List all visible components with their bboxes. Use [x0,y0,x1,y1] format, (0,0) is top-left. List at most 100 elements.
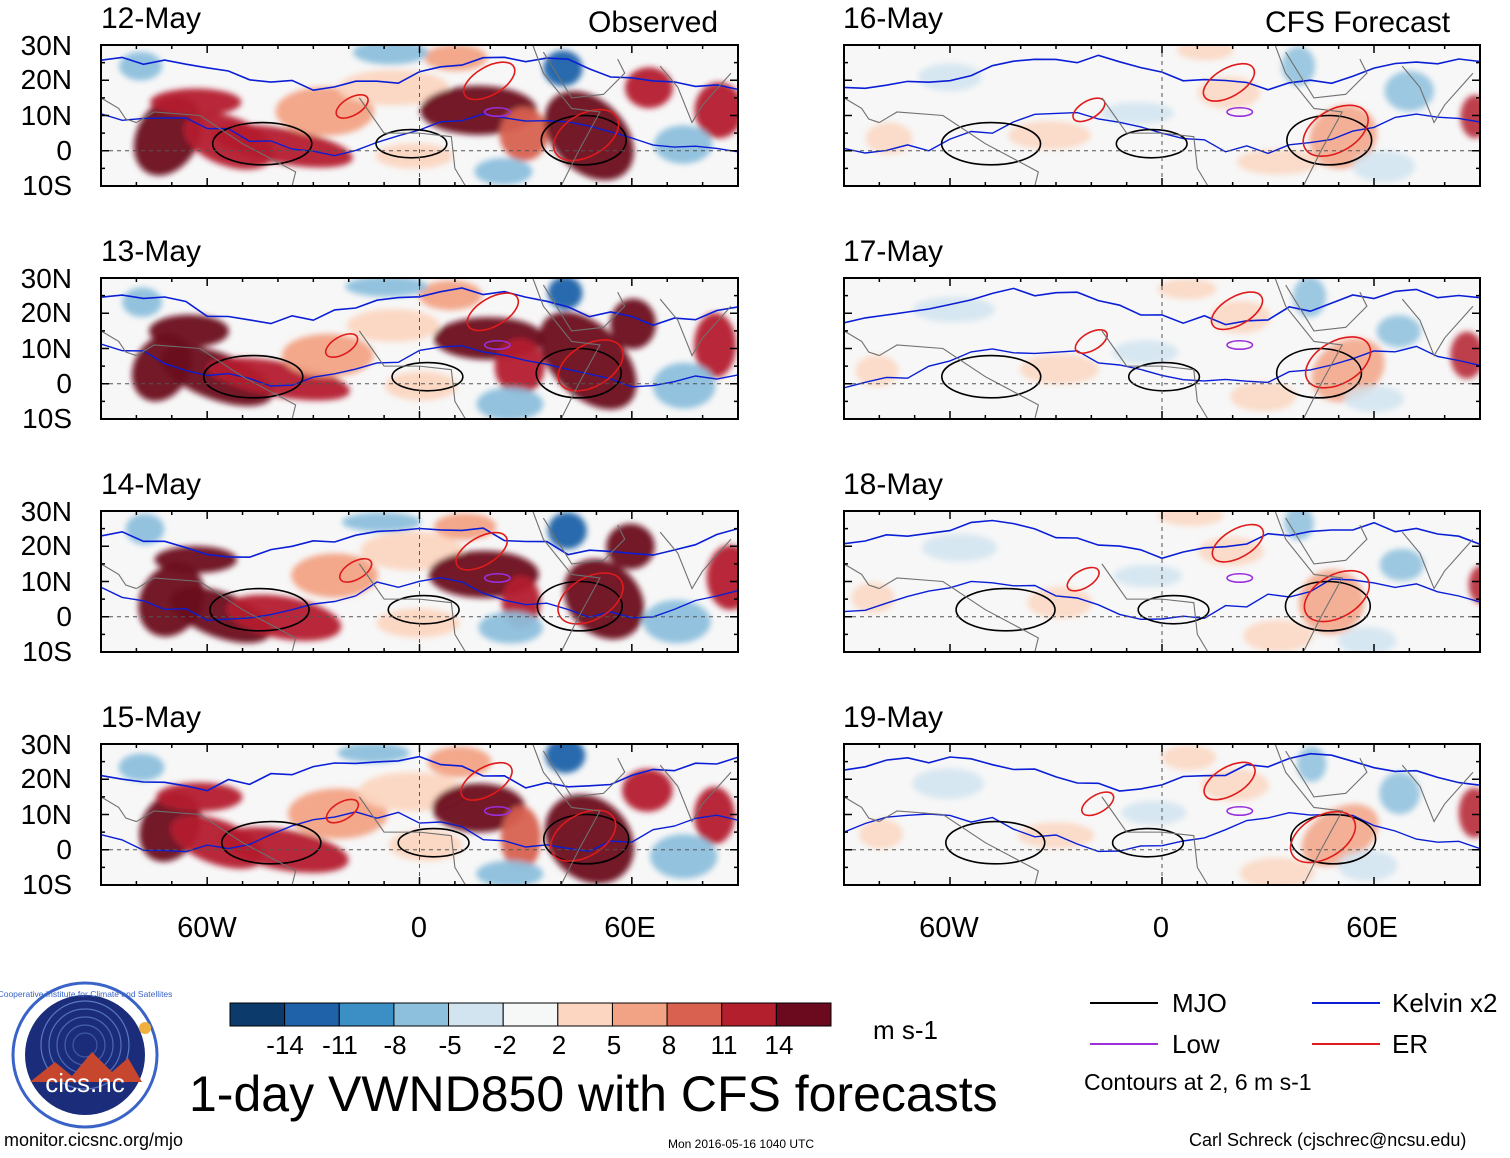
panel-date: 19-May [843,701,944,734]
er-contour [462,61,516,101]
y-tick-label: 0 [56,368,72,399]
panel-date: 18-May [843,468,944,501]
mjo-contour [1286,114,1373,166]
coastline [843,330,880,357]
contour-lines [101,527,738,632]
anomaly-blob [650,834,718,879]
coastlines [843,743,1474,886]
anomaly-blob [119,51,163,81]
coastline [1285,51,1368,99]
anomaly-blob [912,768,985,800]
x-tick-label: 60W [919,912,979,944]
anomaly-blob [211,124,353,168]
er-contour [338,557,373,583]
colorbar-label: 11 [710,1030,738,1060]
anomaly-blob [418,280,483,311]
logo-disc [25,995,145,1115]
anomaly-blob [610,298,656,350]
coastline [659,531,732,590]
er-contour [1080,791,1115,817]
anomaly-blob [1236,149,1320,175]
map-panel [843,510,1481,653]
anomaly-blob [1239,857,1315,885]
low-contour [1226,339,1254,351]
er-contour [1074,329,1109,354]
coastline [659,298,732,357]
y-tick-label: 20N [20,763,72,794]
contour-lines [844,54,1480,166]
logo-mountains-icon [30,1052,142,1082]
anomaly-blob [1112,340,1179,365]
coastlines [100,277,732,420]
chart-title: 1-day VWND850 with CFS forecasts [189,1066,998,1122]
colorbar-swatch [502,1002,559,1027]
footer-timestamp: Mon 2016-05-16 1040 UTC [668,1137,815,1151]
anomaly-field [122,278,737,419]
low-contour [483,572,511,584]
y-tick-label: 30N [20,263,72,294]
legend-label-mjo: MJO [1172,988,1227,1018]
mjo-contour [209,587,310,632]
coastline [843,97,880,124]
panel-date: 14-May [101,468,202,501]
contour-line [844,811,1480,853]
logo-sun-icon [139,1022,151,1034]
anomaly-blob [1309,105,1377,169]
map-panel [843,44,1481,187]
anomaly-blob [500,805,541,871]
mjo-contour [1275,347,1363,399]
mjo-contour [542,813,630,865]
er-contour [557,339,624,392]
contour-lines [101,755,738,865]
colorbar-swatch [284,1002,340,1027]
er-contour [550,809,617,862]
er-contour [1304,336,1372,389]
x-tick-label: 60E [1346,912,1398,944]
anomaly-blob [226,594,342,641]
contour-lines [844,287,1480,399]
anomaly-blob [547,278,583,310]
coastline [879,577,1039,653]
mjo-contour [1115,128,1188,159]
anomaly-blob [1337,626,1397,652]
mjo-contour [397,827,470,858]
logo: cics.nc Cooperative Institute for Climate… [0,981,172,1129]
anomaly-blob [133,96,203,176]
axis-ticks [100,277,739,420]
coastline [532,510,601,653]
anomaly-blob [642,600,711,644]
coastline [1285,284,1368,332]
coastline [532,743,601,886]
anomaly-blob [478,611,543,644]
anomaly-blob [547,512,587,550]
contour-line [101,811,738,853]
anomaly-blob [1293,278,1327,318]
y-tick-label: 20N [20,297,72,328]
anomaly-blob [1100,102,1175,125]
y-tick-label: 30N [20,729,72,760]
coastline [542,517,626,565]
anomaly-blob [654,125,713,164]
er-contour [466,292,520,332]
anomaly-blob [1376,315,1421,348]
anomaly-blob [545,744,586,774]
coastline [136,577,297,653]
anomaly-blob [352,45,429,65]
coastline [1101,97,1209,187]
low-contour [483,339,511,351]
coastlines [843,44,1474,187]
contour-line [844,519,1480,560]
anomaly-blob [1158,511,1224,526]
panel-date: 15-May [101,701,202,734]
er-contour [1210,291,1264,331]
anomaly-blob [1281,46,1316,86]
anomaly-blob [424,45,488,71]
coastline [100,563,137,590]
mjo-contour [955,587,1056,632]
colorbar-swatch [229,1002,286,1027]
logo-wave [72,1032,98,1058]
coastline [843,796,880,823]
anomaly-blob [342,512,422,532]
coastline [879,810,1039,886]
low-contour [1226,106,1254,118]
